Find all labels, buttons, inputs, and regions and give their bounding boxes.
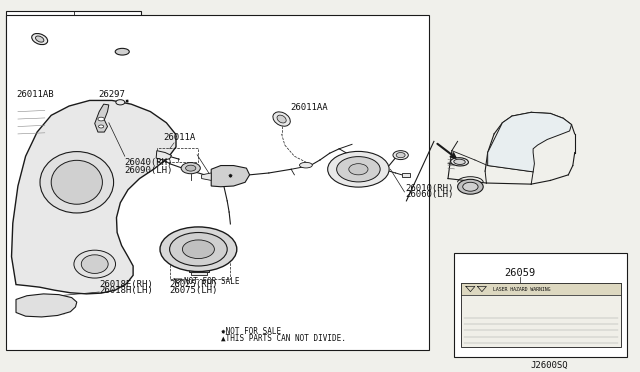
Text: 26011A: 26011A: [163, 134, 195, 142]
Text: 26060(LH): 26060(LH): [406, 190, 454, 199]
Ellipse shape: [35, 36, 44, 42]
Circle shape: [328, 151, 389, 187]
Polygon shape: [16, 294, 77, 317]
Ellipse shape: [51, 160, 102, 204]
Text: 26297: 26297: [99, 90, 125, 99]
Text: 26010(RH): 26010(RH): [406, 185, 454, 193]
Ellipse shape: [115, 48, 129, 55]
Text: LASER HAZARD WARNING: LASER HAZARD WARNING: [493, 286, 550, 292]
Polygon shape: [12, 100, 176, 294]
Ellipse shape: [40, 152, 114, 213]
Bar: [461, 283, 621, 347]
Ellipse shape: [74, 250, 115, 278]
Text: 26025(RH): 26025(RH): [170, 280, 218, 289]
Text: 26090(LH): 26090(LH): [125, 166, 173, 175]
Ellipse shape: [300, 162, 312, 168]
Text: J2600SQ: J2600SQ: [531, 361, 568, 370]
Circle shape: [160, 227, 237, 272]
Circle shape: [186, 165, 196, 171]
Ellipse shape: [451, 158, 468, 166]
Circle shape: [337, 157, 380, 182]
Bar: [461, 283, 621, 295]
Text: ✸: ✸: [125, 99, 129, 105]
Polygon shape: [156, 151, 172, 160]
Circle shape: [181, 163, 200, 174]
Ellipse shape: [273, 112, 291, 126]
Ellipse shape: [81, 255, 108, 273]
Text: ✸NOT FOR SALE: ✸NOT FOR SALE: [221, 327, 281, 336]
Bar: [6, 11, 141, 119]
Text: 26059: 26059: [504, 269, 536, 278]
Bar: [170, 238, 230, 279]
Bar: [454, 253, 627, 357]
Text: 26018E(RH): 26018E(RH): [99, 280, 153, 289]
Polygon shape: [211, 166, 250, 187]
Ellipse shape: [32, 33, 47, 45]
Circle shape: [458, 179, 483, 194]
Circle shape: [170, 232, 227, 266]
Text: ✸: ✸: [228, 171, 233, 180]
Text: 26075(LH): 26075(LH): [170, 286, 218, 295]
Text: 26018H(LH): 26018H(LH): [99, 286, 153, 295]
Circle shape: [182, 240, 214, 259]
Text: ▲THIS PARTS CAN NOT DIVIDE.: ▲THIS PARTS CAN NOT DIVIDE.: [221, 334, 346, 343]
Bar: [402, 173, 410, 177]
Text: NOT FOR SALE: NOT FOR SALE: [184, 277, 239, 286]
Polygon shape: [488, 112, 572, 172]
Circle shape: [349, 164, 368, 175]
Bar: [189, 269, 209, 272]
Polygon shape: [95, 104, 109, 132]
Polygon shape: [202, 173, 211, 180]
Bar: [191, 272, 207, 275]
Circle shape: [116, 100, 125, 105]
Ellipse shape: [454, 159, 465, 164]
Text: 26040(RH): 26040(RH): [125, 158, 173, 167]
Text: 26011AA: 26011AA: [290, 103, 328, 112]
Circle shape: [99, 125, 104, 128]
Text: 26011AB: 26011AB: [17, 90, 54, 99]
Circle shape: [463, 182, 478, 191]
Circle shape: [393, 151, 408, 160]
Ellipse shape: [277, 115, 286, 123]
Circle shape: [396, 153, 405, 158]
Circle shape: [98, 117, 104, 121]
Bar: [6, 15, 429, 350]
Bar: [157, 148, 198, 162]
